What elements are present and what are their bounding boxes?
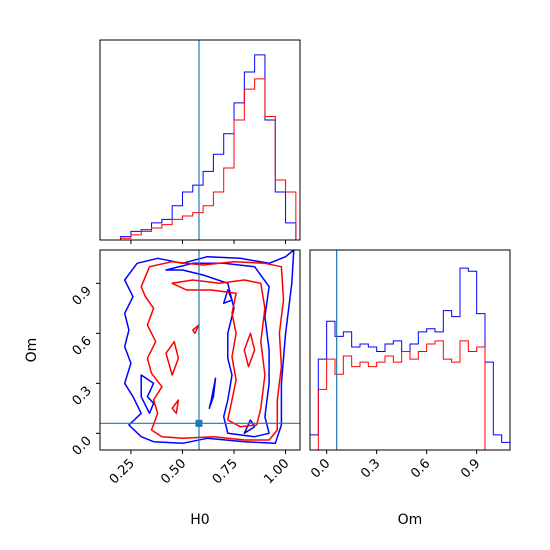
contour-series-a-3 [208,377,217,410]
h0-om-contour-panel: 0.25 0.50 0.75 1.00 0.0 0.3 0.6 0.9 [70,249,301,487]
om-xtick-label-3: 0.9 [458,456,483,481]
contour-series-a-0 [123,250,295,445]
contour-series-b-2 [165,340,180,376]
h0-xtick-label-0: 0.25 [107,456,138,487]
h0-xtick-label-1: 0.50 [158,456,189,487]
ylabel-om: Om [24,338,40,363]
contour-frame [99,249,301,451]
om-ytick-label-2: 0.6 [70,334,95,359]
h0-hist-series-a [120,54,297,240]
om-histogram-panel: 0.0 0.3 0.6 0.9 [308,249,511,481]
contour-series-b-5 [171,399,180,415]
h0-histogram-panel [99,39,301,244]
contour-group [100,250,300,450]
om-ytick-label-1: 0.3 [70,384,95,409]
contour-series-a-1 [165,262,270,438]
contour-series-b-3 [192,324,200,335]
contour-series-a-5 [222,289,233,305]
om-xtick-label-2: 0.6 [408,456,433,481]
om-xtick-label-1: 0.3 [358,456,383,481]
contour-series-b-1 [171,279,266,428]
h0-hist-frame [99,39,301,241]
h0-hist-series-b [120,78,297,240]
contour-series-a-2 [140,374,155,415]
xlabel-om: Om [398,512,423,528]
om-hist-series-b [310,340,510,451]
om-ytick-label-3: 0.9 [70,284,95,309]
h0-xtick-label-2: 0.75 [210,456,241,487]
h0-xtick-label-3: 1.00 [261,456,292,487]
truth-marker [195,419,203,427]
xlabel-h0: H0 [190,512,209,528]
om-ytick-label-0: 0.0 [70,434,95,459]
om-hist-frame [309,249,511,451]
contour-series-b-0 [140,260,285,441]
om-xtick-label-0: 0.0 [308,456,333,481]
contour-series-b-4 [243,332,256,368]
om-hist-series-a [309,267,511,450]
